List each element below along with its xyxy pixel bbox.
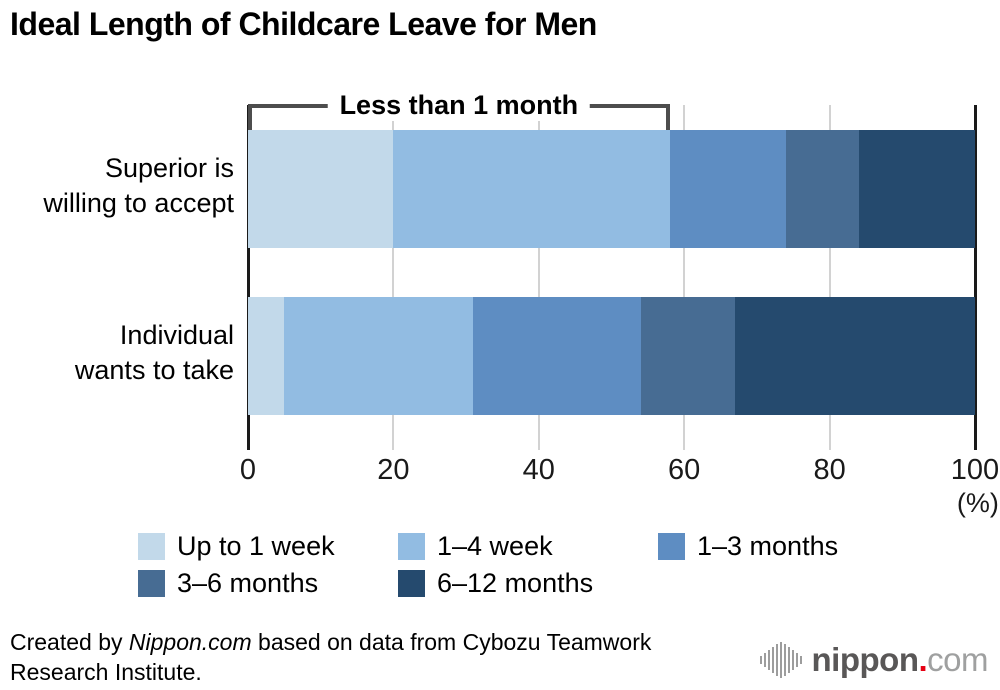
bar-segment — [669, 130, 786, 248]
legend-swatch — [138, 570, 165, 597]
tick-label-60: 60 — [668, 454, 701, 486]
gridline-80 — [828, 105, 831, 450]
logo-wordmark: nippon.com — [811, 641, 989, 679]
legend-item: 1–4 week — [398, 531, 658, 562]
bar-superior — [248, 130, 975, 248]
legend-swatch — [398, 533, 425, 560]
gridline-60 — [683, 105, 686, 450]
bar-segment — [858, 130, 975, 248]
gridline-100 — [974, 105, 977, 450]
logo-dot: . — [918, 641, 928, 678]
bar-individual — [248, 297, 975, 415]
credit-source: Nippon.com — [128, 629, 252, 655]
bar-segment — [785, 130, 859, 248]
tick-label-0: 0 — [239, 454, 257, 486]
category-label: Individual wants to take — [74, 320, 234, 385]
legend-label: 1–3 months — [697, 531, 839, 561]
legend-swatch — [138, 533, 165, 560]
x-axis-unit-label: (%) — [956, 488, 999, 518]
gridline-0 — [247, 105, 250, 450]
tick-label-80: 80 — [813, 454, 846, 486]
tick-label-40: 40 — [522, 454, 555, 486]
legend-swatch — [398, 570, 425, 597]
gridline-40 — [537, 105, 540, 450]
legend-label: Up to 1 week — [177, 531, 335, 561]
bracket-label: Less than 1 month — [327, 90, 591, 122]
bar-segment — [640, 297, 736, 415]
legend-item: Up to 1 week — [138, 531, 398, 562]
logo-com: com — [927, 641, 988, 678]
nippon-com-logo: nippon.com — [759, 638, 989, 682]
x-axis-tick-labels: (%) 0 20 40 60 80 100 — [240, 454, 999, 524]
legend-label: 6–12 months — [437, 568, 594, 598]
bar-segment — [735, 297, 975, 415]
tick-label-100: 100 — [950, 454, 1000, 486]
credit-prefix: Created by — [10, 629, 129, 655]
gridline-20 — [392, 105, 395, 450]
bar-segment — [248, 130, 394, 248]
legend-swatch — [658, 533, 685, 560]
category-label: Superior is willing to accept — [43, 153, 234, 218]
legend-label: 3–6 months — [177, 568, 319, 598]
tick-label-20: 20 — [377, 454, 410, 486]
bar-segment — [284, 297, 474, 415]
less-than-1-month-bracket: Less than 1 month — [248, 90, 670, 130]
credit-suffix: based on data from Cybozu Teamwork Resea… — [10, 629, 652, 685]
soundwave-bars-icon — [759, 640, 802, 680]
legend-item: 1–3 months — [658, 531, 918, 562]
credit-text: Created by Nippon.com based on data from… — [10, 627, 725, 687]
logo-nippon: nippon — [811, 641, 919, 678]
plot-area: Less than 1 month — [247, 90, 977, 450]
bar-segment — [248, 297, 285, 415]
legend-item: 3–6 months — [138, 568, 398, 599]
chart-title: Ideal Length of Childcare Leave for Men — [10, 6, 597, 42]
legend-item: 6–12 months — [398, 568, 658, 599]
legend-label: 1–4 week — [437, 531, 553, 561]
bar-segment — [393, 130, 670, 248]
legend: Up to 1 week 1–4 week 1–3 months 3–6 months… — [138, 531, 938, 599]
bar-segment — [473, 297, 641, 415]
